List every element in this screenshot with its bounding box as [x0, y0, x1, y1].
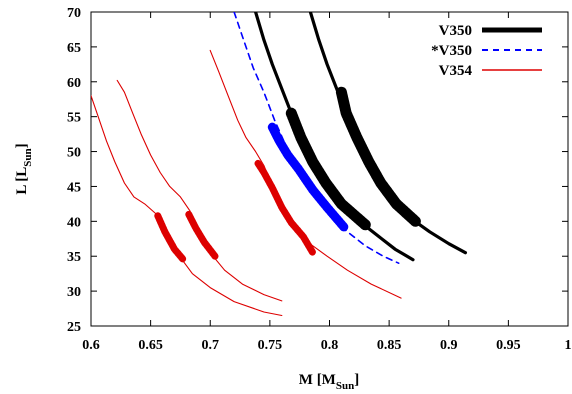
- legend-item: *V350: [431, 43, 542, 59]
- series-line: [233, 12, 400, 264]
- series-v350: [254, 12, 467, 262]
- x-tick-label: 0.9: [440, 338, 458, 353]
- x-tick-label: 0.95: [496, 338, 521, 353]
- plot-frame: [90, 11, 569, 327]
- y-tick-label: 65: [67, 41, 81, 56]
- y-tick-label: 40: [67, 215, 81, 230]
- highlight-segment: [185, 210, 219, 260]
- legend-item: V350: [439, 23, 542, 39]
- y-axis-label: L [LSun]: [14, 143, 34, 194]
- legend: V350 *V350 V354: [431, 23, 542, 79]
- series-layer: [91, 12, 467, 317]
- plot-border: [90, 11, 569, 327]
- y-tick-label: 25: [67, 320, 81, 335]
- x-tick-label: 0.6: [82, 338, 100, 353]
- x-tick-labels: 0.6 0.65 0.7 0.75 0.8 0.85 0.9 0.95 1: [82, 338, 571, 353]
- series-line: [116, 79, 283, 302]
- legend-label: *V350: [431, 43, 472, 59]
- series-v354: [91, 49, 402, 317]
- y-tick-label: 45: [67, 180, 81, 195]
- legend-item: V354: [439, 63, 542, 79]
- x-tick-label: 0.75: [258, 338, 283, 353]
- x-tick-label: 0.7: [202, 338, 220, 353]
- highlight-segment: [254, 159, 317, 257]
- highlight-segment: [154, 212, 187, 263]
- y-tick-label: 30: [67, 285, 81, 300]
- x-tick-label: 0.8: [321, 338, 339, 353]
- legend-label: V354: [439, 63, 473, 79]
- x-tick-label: 0.85: [377, 338, 402, 353]
- x-tick-label: 1: [565, 338, 572, 353]
- legend-label: V350: [439, 23, 472, 39]
- y-tick-label: 60: [67, 76, 81, 91]
- axis-ticks: [90, 11, 569, 327]
- y-tick-label: 55: [67, 111, 81, 126]
- highlight-segment: [267, 122, 349, 232]
- highlight-segment: [285, 107, 371, 231]
- series-v350: [233, 12, 400, 264]
- x-axis-label: M [MSun]: [299, 372, 359, 392]
- y-tick-label: 35: [67, 250, 81, 265]
- highlight-segment: [335, 86, 421, 227]
- x-tick-label: 0.65: [138, 338, 163, 353]
- y-tick-label: 50: [67, 146, 81, 161]
- y-tick-labels: 25 30 35 40 45 50 55 60 65 70: [67, 6, 81, 335]
- y-tick-label: 70: [67, 6, 81, 21]
